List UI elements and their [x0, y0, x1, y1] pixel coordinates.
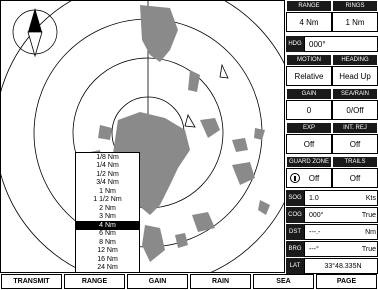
setting-value[interactable]: Head Up — [332, 66, 378, 86]
heading-value: 000° — [304, 36, 378, 52]
softkey-button[interactable]: GAIN — [127, 274, 188, 289]
nav-label: SOG — [286, 190, 304, 206]
setting-value[interactable]: 0 — [286, 100, 332, 120]
setting-value[interactable]: 1 Nm — [332, 12, 378, 32]
range-option[interactable]: 1/4 Nm — [76, 162, 139, 171]
radar-display — [0, 0, 285, 273]
setting-label: INT. REJ — [332, 122, 378, 134]
setting-value[interactable]: 4 Nm — [286, 12, 332, 32]
range-option[interactable]: 24 Nm — [76, 264, 139, 273]
softkey-button[interactable]: RANGE — [64, 274, 125, 289]
nav-unit: Nm — [346, 225, 376, 239]
nav-label: DST — [286, 224, 304, 240]
nav-label: LAT — [286, 258, 304, 274]
radar-screen: RANGE4 NmRINGS1 NmMOTIONRelativeHEADINGH… — [0, 0, 378, 290]
range-option[interactable]: 1/2 Nm — [76, 170, 139, 179]
softkey-button[interactable]: TRANSMIT — [1, 274, 62, 289]
setting-label: MOTION — [286, 54, 332, 66]
nav-unit: True — [346, 242, 376, 256]
setting-value[interactable]: Off — [332, 134, 378, 154]
range-option[interactable]: 6 Nm — [76, 230, 139, 239]
range-option[interactable]: 1/8 Nm — [76, 153, 139, 162]
nav-label: COG — [286, 207, 304, 223]
setting-label: HEADING — [332, 54, 378, 66]
setting-label: RANGE — [286, 0, 332, 12]
range-option[interactable]: 3 Nm — [76, 213, 139, 222]
softkey-button[interactable]: PAGE — [316, 274, 377, 289]
range-option[interactable]: 1 Nm — [76, 187, 139, 196]
range-option[interactable]: 3/4 Nm — [76, 179, 139, 188]
setting-value[interactable]: Off — [286, 134, 332, 154]
softkey-button[interactable]: RAIN — [190, 274, 251, 289]
softkey-button[interactable]: SEA — [253, 274, 314, 289]
setting-label: SEA/RAIN — [332, 88, 378, 100]
setting-value[interactable]: Off — [332, 168, 378, 188]
range-option[interactable]: 16 Nm — [76, 255, 139, 264]
nav-label: BRG — [286, 241, 304, 257]
setting-value[interactable]: 0/Off — [332, 100, 378, 120]
setting-label: EXP — [286, 122, 332, 134]
setting-label: RINGS — [332, 0, 378, 12]
nav-value: 33°48.335N — [304, 258, 378, 274]
setting-label: GUARD ZONE — [286, 156, 332, 168]
range-option[interactable]: 12 Nm — [76, 247, 139, 256]
heading-label: HDG — [286, 36, 304, 52]
setting-label: TRAILS — [332, 156, 378, 168]
range-option[interactable]: 8 Nm — [76, 238, 139, 247]
range-option[interactable]: 2 Nm — [76, 204, 139, 213]
nav-unit: Kts — [346, 191, 376, 205]
setting-label: GAIN — [286, 88, 332, 100]
setting-value[interactable]: Relative — [286, 66, 332, 86]
nav-unit: True — [346, 208, 376, 222]
range-option[interactable]: 1 1/2 Nm — [76, 196, 139, 205]
range-option[interactable]: 4 Nm — [76, 221, 139, 230]
alert-icon — [290, 173, 300, 183]
